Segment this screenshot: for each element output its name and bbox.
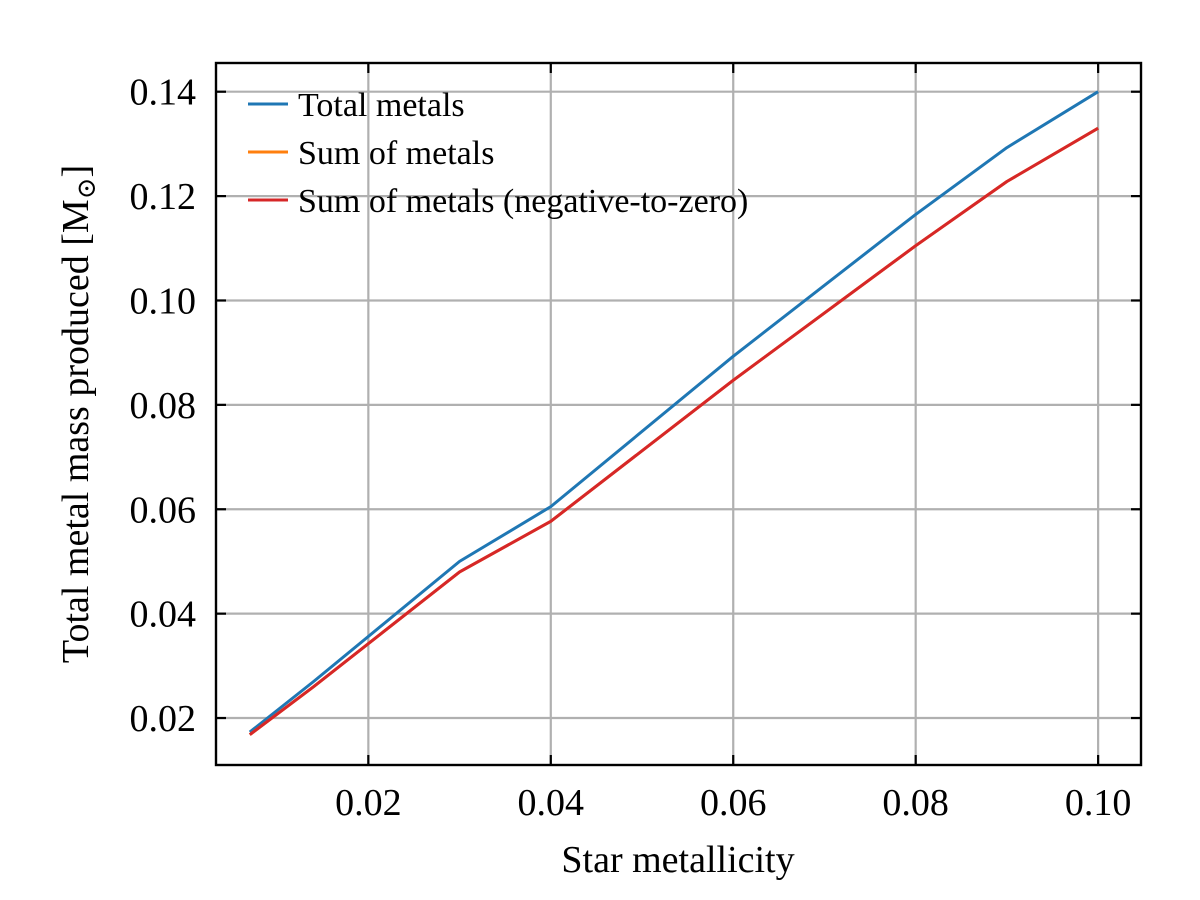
y-tick-label: 0.10 bbox=[130, 280, 197, 322]
y-tick-label: 0.02 bbox=[130, 698, 197, 740]
y-axis-title-end: ] bbox=[55, 165, 97, 178]
y-tick-label: 0.04 bbox=[130, 594, 197, 636]
y-axis-title-main: Total metal mass produced [M bbox=[55, 199, 97, 663]
x-tick-label: 0.10 bbox=[1065, 782, 1132, 824]
x-tick-label: 0.08 bbox=[882, 782, 949, 824]
grid bbox=[216, 63, 1141, 765]
series-line-0 bbox=[248, 90, 1099, 734]
x-tick-label: 0.02 bbox=[335, 782, 402, 824]
y-axis-title: Total metal mass produced [M⊙] bbox=[55, 165, 101, 663]
x-tick-label: 0.04 bbox=[518, 782, 585, 824]
legend: Total metals Sum of metals Sum of metals (… bbox=[248, 87, 748, 220]
series-lines bbox=[248, 90, 1099, 736]
y-tick-label: 0.08 bbox=[130, 385, 197, 427]
legend-label-2: Sum of metals (negative-to-zero) bbox=[298, 183, 748, 220]
x-tick-label: 0.06 bbox=[700, 782, 767, 824]
y-tick-label: 0.14 bbox=[130, 72, 197, 114]
legend-label-1: Sum of metals bbox=[298, 135, 494, 172]
y-tick-label: 0.12 bbox=[130, 176, 197, 218]
axis-ticks: 0.02 0.04 0.06 0.08 0.10 0.02 0.04 0.06 0.08 0.10… bbox=[130, 63, 1141, 824]
y-axis-title-sun-symbol: ⊙ bbox=[72, 178, 101, 200]
series-line-2 bbox=[248, 126, 1099, 736]
y-tick-label: 0.06 bbox=[130, 489, 197, 531]
x-axis-title: Star metallicity bbox=[561, 839, 794, 881]
legend-label-0: Total metals bbox=[298, 87, 465, 124]
plot-frame bbox=[214, 61, 1143, 767]
